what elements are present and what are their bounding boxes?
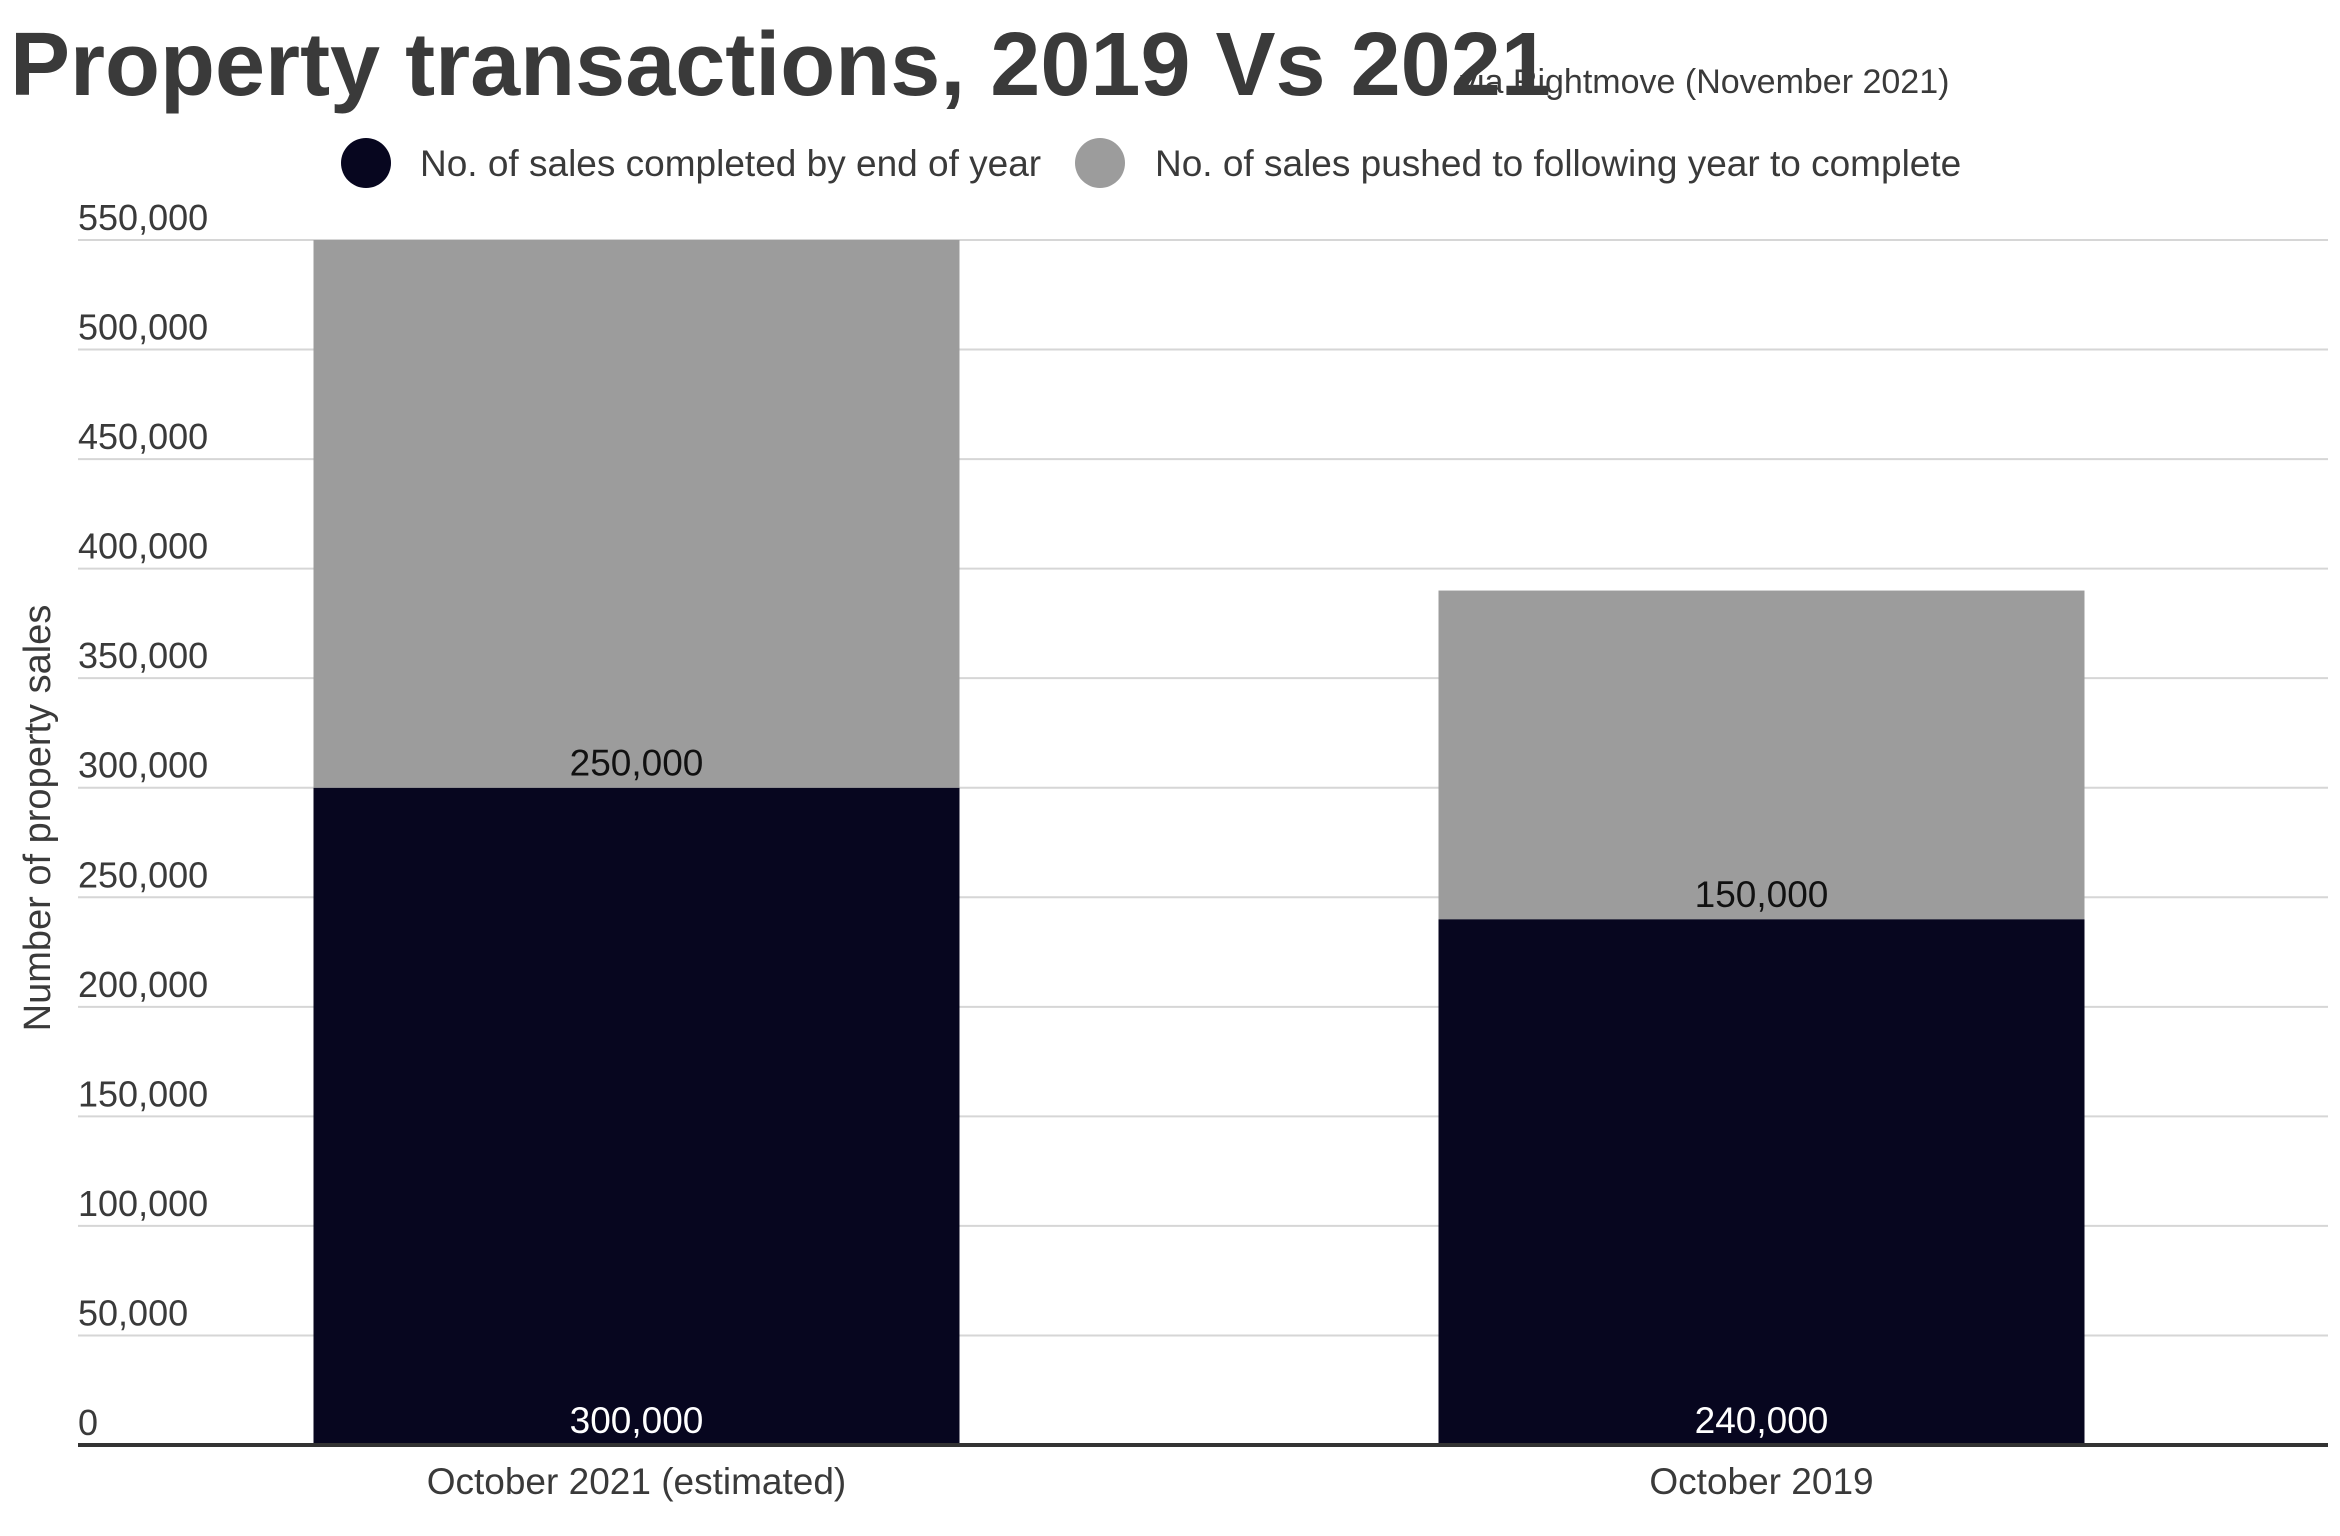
x-tick-label-2: October 2019 — [1649, 1461, 1873, 1502]
legend: No. of sales completed by end of year No.… — [341, 138, 1961, 188]
y-tick-label-11: 550,000 — [78, 197, 208, 238]
y-tick-label-6: 300,000 — [78, 745, 208, 786]
y-tick-label-4: 200,000 — [78, 964, 208, 1005]
y-tick-label-9: 450,000 — [78, 416, 208, 457]
bar-1-series-2 — [313, 240, 960, 788]
data-label-1-series-1: 300,000 — [570, 1400, 704, 1441]
y-tick-label-7: 350,000 — [78, 635, 208, 676]
legend-label-1: No. of sales completed by end of year — [420, 143, 1041, 184]
y-tick-label-2: 100,000 — [78, 1183, 208, 1224]
y-axis-ticks: 0 50,000 100,000 150,000 200,000 250,000 300,0… — [78, 197, 208, 1443]
y-tick-label-1: 50,000 — [78, 1292, 188, 1333]
legend-swatch-1 — [341, 138, 391, 188]
legend-swatch-2 — [1075, 138, 1125, 188]
x-tick-label-1: October 2021 (estimated) — [427, 1461, 847, 1502]
x-axis-category-labels: October 2021 (estimated) October 2019 — [427, 1461, 1874, 1502]
bar-2-series-2 — [1438, 590, 2085, 920]
bar-1-series-1 — [313, 787, 960, 1445]
bar-2-series-1 — [1438, 919, 2085, 1445]
data-label-2-series-1: 240,000 — [1695, 1400, 1829, 1441]
data-label-1-series-2: 250,000 — [570, 743, 704, 784]
y-tick-label-8: 400,000 — [78, 526, 208, 567]
bars — [313, 240, 2085, 1445]
chart-title: Property transactions, 2019 Vs 2021 — [10, 15, 1551, 115]
y-tick-label-0: 0 — [78, 1402, 98, 1443]
data-labels: 300,000 250,000 240,000 150,000 — [570, 743, 1829, 1441]
chart-subtitle: via Rightmove (November 2021) — [1460, 63, 1949, 101]
legend-label-2: No. of sales pushed to following year to… — [1155, 143, 1961, 184]
y-axis-label: Number of property sales — [17, 605, 59, 1032]
data-label-2-series-2: 150,000 — [1695, 874, 1829, 915]
y-tick-label-3: 150,000 — [78, 1073, 208, 1114]
y-tick-label-5: 250,000 — [78, 854, 208, 895]
y-tick-label-10: 500,000 — [78, 307, 208, 348]
